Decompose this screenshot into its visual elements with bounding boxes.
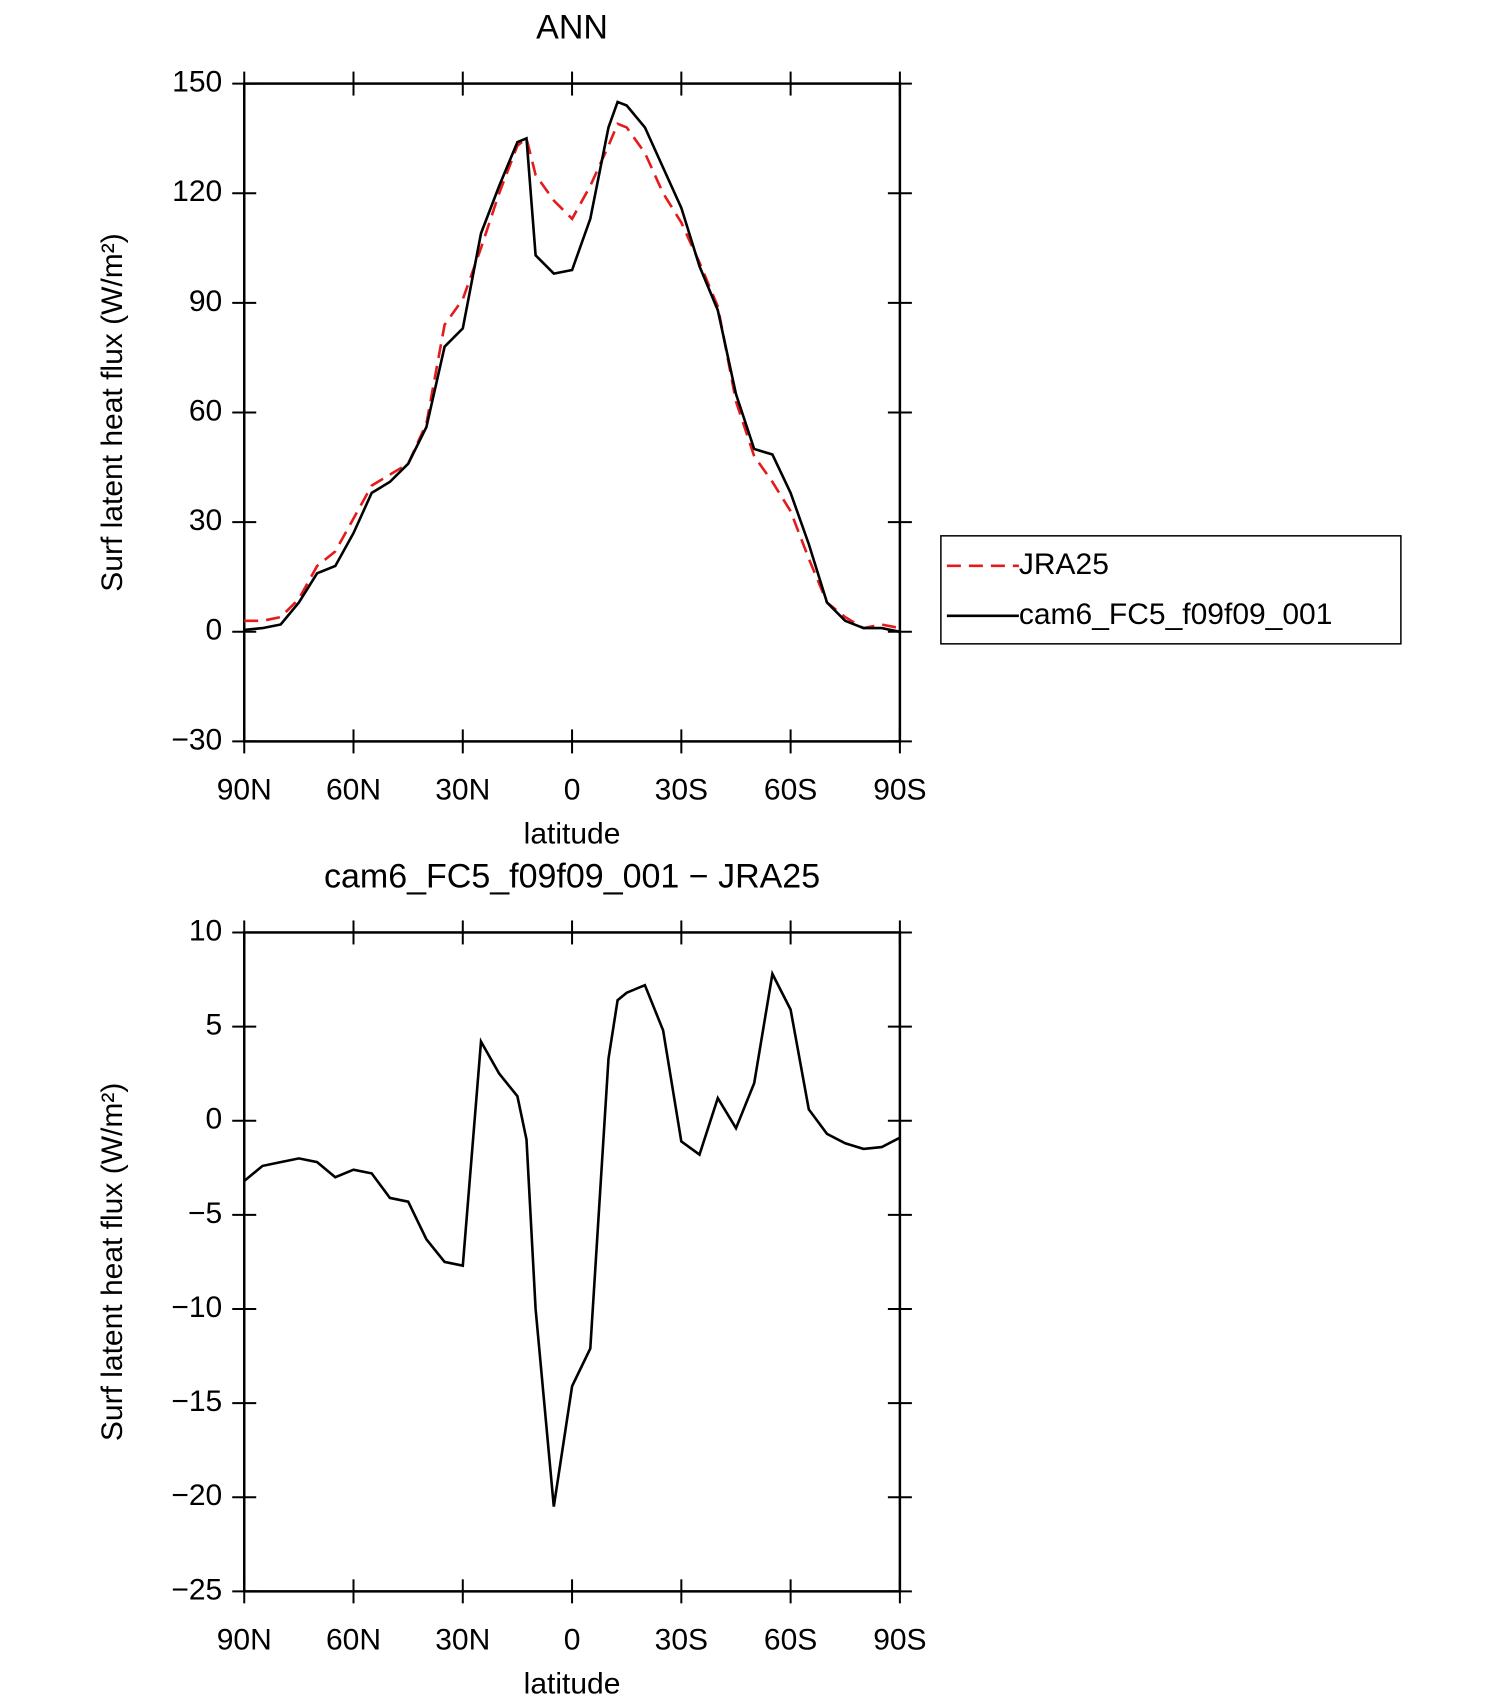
x-tick-label: 90S bbox=[873, 773, 926, 806]
x-tick-label: 30S bbox=[655, 1623, 708, 1656]
data-line bbox=[244, 122, 901, 630]
y-tick-label: 0 bbox=[206, 614, 223, 647]
y-tick-label: 0 bbox=[206, 1103, 223, 1136]
x-tick-label: 60S bbox=[764, 773, 817, 806]
x-tick-label: 60S bbox=[764, 1623, 817, 1656]
chart-title: cam6_FC5_f09f09_001 − JRA25 bbox=[324, 857, 820, 895]
y-tick-label: 60 bbox=[189, 394, 222, 427]
x-tick-label: 90N bbox=[217, 1623, 272, 1656]
x-axis-label: latitude bbox=[524, 1667, 621, 1700]
y-tick-label: 90 bbox=[189, 285, 222, 318]
chart-title: ANN bbox=[536, 9, 608, 47]
data-line bbox=[244, 100, 901, 634]
x-tick-label: 90N bbox=[217, 773, 272, 806]
x-tick-label: 30N bbox=[435, 773, 490, 806]
x-tick-label: 30N bbox=[435, 1623, 490, 1656]
y-tick-label: −30 bbox=[171, 723, 222, 756]
y-tick-label: 10 bbox=[189, 914, 222, 947]
x-tick-label: 60N bbox=[326, 773, 381, 806]
y-tick-label: −20 bbox=[171, 1479, 222, 1512]
y-axis-label: Surf latent heat flux (W/m²) bbox=[96, 233, 129, 591]
y-tick-label: 5 bbox=[206, 1009, 223, 1042]
y-tick-label: 150 bbox=[172, 66, 222, 99]
y-axis-label: Surf latent heat flux (W/m²) bbox=[96, 1083, 129, 1441]
y-tick-label: 120 bbox=[172, 175, 222, 208]
plot-frame bbox=[242, 931, 902, 1593]
y-tick-label: 30 bbox=[189, 504, 222, 537]
y-tick-label: −15 bbox=[171, 1385, 222, 1418]
legend-label: JRA25 bbox=[1019, 548, 1109, 581]
plot-frame bbox=[242, 82, 902, 743]
x-tick-label: 0 bbox=[564, 1623, 581, 1656]
x-tick-label: 30S bbox=[655, 773, 708, 806]
legend-box bbox=[940, 535, 1402, 645]
x-axis-label: latitude bbox=[524, 817, 621, 850]
y-tick-label: −10 bbox=[171, 1291, 222, 1324]
y-tick-label: −5 bbox=[188, 1197, 222, 1230]
x-tick-label: 0 bbox=[564, 773, 581, 806]
legend-label: cam6_FC5_f09f09_001 bbox=[1019, 598, 1333, 631]
y-tick-label: −25 bbox=[171, 1573, 222, 1606]
x-tick-label: 90S bbox=[873, 1623, 926, 1656]
data-line bbox=[243, 969, 901, 1507]
x-tick-label: 60N bbox=[326, 1623, 381, 1656]
